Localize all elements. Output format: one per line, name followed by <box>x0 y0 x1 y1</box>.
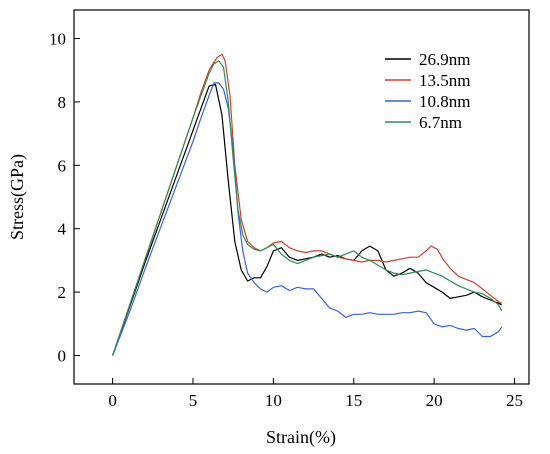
y-tick-label: 6 <box>58 156 67 175</box>
y-tick-label: 2 <box>58 283 67 302</box>
legend-label-3: 6.7nm <box>419 113 462 132</box>
x-tick-label: 0 <box>108 391 117 410</box>
y-tick-label: 4 <box>58 220 67 239</box>
plot-frame <box>73 9 530 385</box>
x-tick-label: 20 <box>426 391 443 410</box>
y-axis-title: Stress(GPa) <box>7 154 28 240</box>
legend: 26.9nm 13.5nm 10.8nm 6.7nm <box>385 50 470 132</box>
series-line-1 <box>112 53 502 356</box>
x-axis-title: Strain(%) <box>266 427 336 448</box>
x-tick-label: 10 <box>265 391 282 410</box>
series-line-3 <box>112 60 503 356</box>
x-tick-label: 5 <box>189 391 198 410</box>
legend-label-1: 13.5nm <box>419 71 470 90</box>
y-tick-label: 0 <box>58 346 67 365</box>
series-line-2 <box>112 82 503 356</box>
legend-label-0: 26.9nm <box>419 50 470 69</box>
y-tick-label: 8 <box>58 93 67 112</box>
x-tick-label: 25 <box>506 391 523 410</box>
legend-label-2: 10.8nm <box>419 92 470 111</box>
x-tick-label: 15 <box>345 391 362 410</box>
axis-ticks: 0 5 10 15 20 25 0 2 4 6 8 10 <box>49 30 523 410</box>
series-lines <box>112 53 503 356</box>
y-tick-label: 10 <box>49 30 66 49</box>
